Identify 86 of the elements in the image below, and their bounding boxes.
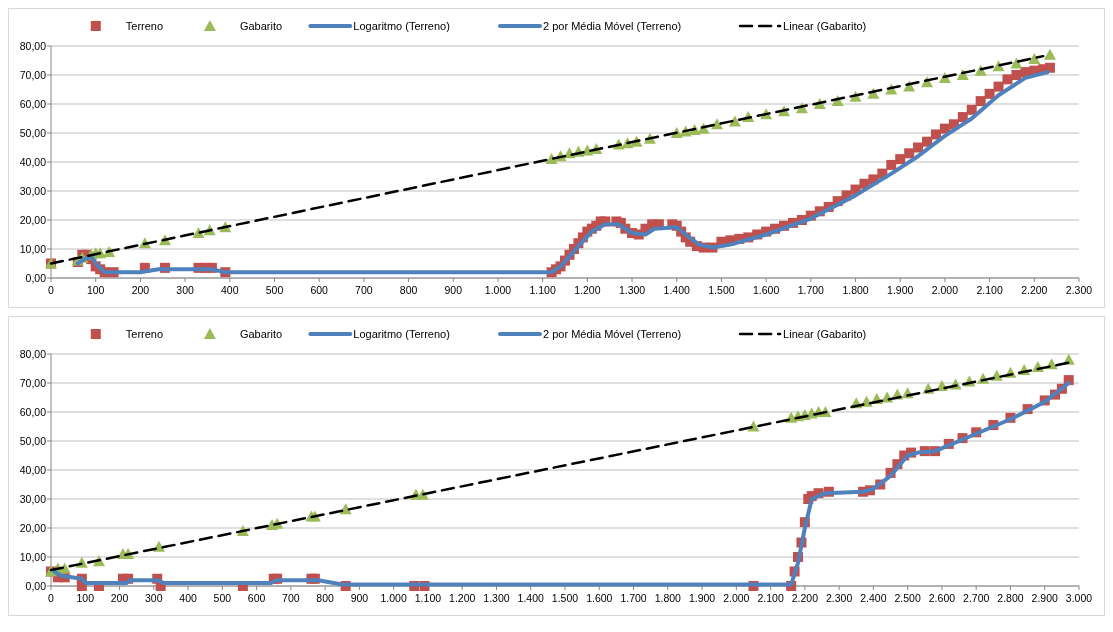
point bbox=[974, 64, 987, 76]
x-tick-label: 1.900 bbox=[887, 284, 914, 296]
x-tick-label: 2.000 bbox=[723, 592, 750, 604]
y-tick-label: 50,00 bbox=[19, 435, 47, 447]
x-tick-label: 900 bbox=[350, 592, 369, 604]
x-tick-label: 2.300 bbox=[825, 592, 853, 604]
y-tick-label: 80,00 bbox=[19, 348, 47, 360]
y-tick-label: 10,00 bbox=[19, 551, 47, 563]
x-tick-label: 0 bbox=[48, 284, 55, 296]
x-tick-label: 2.400 bbox=[860, 592, 887, 604]
x-tick-label: 400 bbox=[179, 592, 197, 604]
x-tick-label: 300 bbox=[145, 592, 163, 604]
x-tick-label: 2.300 bbox=[1065, 284, 1093, 296]
x-tick-label: 100 bbox=[76, 592, 95, 604]
x-tick-label: 1.900 bbox=[688, 592, 716, 604]
y-tick-label: 50,00 bbox=[19, 127, 47, 139]
legend-label: Terreno bbox=[125, 328, 164, 340]
x-tick-label: 1.500 bbox=[551, 592, 579, 604]
x-tick-label: 3.000 bbox=[1065, 592, 1093, 604]
x-tick-label: 2.600 bbox=[928, 592, 956, 604]
x-tick-label: 1.100 bbox=[414, 592, 442, 604]
legend-label: Logaritmo (Terreno) bbox=[353, 328, 450, 340]
x-tick-label: 2.900 bbox=[1031, 592, 1059, 604]
y-tick-label: 0,00 bbox=[25, 580, 47, 592]
x-tick-label: 1.300 bbox=[483, 592, 510, 604]
legend-label: Gabarito bbox=[239, 20, 283, 32]
x-tick-label: 200 bbox=[131, 284, 150, 296]
x-tick-label: 800 bbox=[316, 592, 335, 604]
legend-label: 2 por Média Móvel (Terreno) bbox=[543, 20, 682, 32]
x-tick-label: 2.800 bbox=[997, 592, 1024, 604]
legend-label: Logaritmo (Terreno) bbox=[353, 20, 450, 32]
y-tick-label: 70,00 bbox=[19, 377, 47, 389]
y-tick-label: 70,00 bbox=[19, 69, 47, 81]
x-tick-label: 300 bbox=[176, 284, 194, 296]
x-tick-label: 600 bbox=[310, 284, 329, 296]
x-tick-label: 600 bbox=[247, 592, 266, 604]
x-tick-label: 1.800 bbox=[654, 592, 682, 604]
legend-label: Gabarito bbox=[239, 328, 283, 340]
x-tick-label: 1.600 bbox=[586, 592, 613, 604]
x-tick-label: 1.600 bbox=[752, 284, 780, 296]
x-tick-label: 1.100 bbox=[529, 284, 556, 296]
x-tick-label: 1.200 bbox=[574, 284, 601, 296]
x-tick-label: 1.800 bbox=[842, 284, 869, 296]
legend-label: Terreno bbox=[125, 20, 164, 32]
x-tick-label: 800 bbox=[399, 284, 418, 296]
x-tick-label: 1.700 bbox=[797, 284, 825, 296]
y-tick-label: 30,00 bbox=[19, 185, 47, 197]
y-tick-label: 60,00 bbox=[19, 98, 47, 110]
x-tick-label: 1.400 bbox=[517, 592, 545, 604]
legend-label: Linear (Gabarito) bbox=[783, 328, 867, 340]
x-tick-label: 1.300 bbox=[618, 284, 646, 296]
x-tick-label: 2.000 bbox=[931, 284, 959, 296]
x-tick-label: 2.100 bbox=[976, 284, 1003, 296]
x-tick-label: 200 bbox=[110, 592, 129, 604]
point bbox=[1028, 53, 1041, 65]
x-tick-label: 400 bbox=[221, 284, 239, 296]
x-tick-label: 1.400 bbox=[663, 284, 691, 296]
point bbox=[1043, 48, 1056, 60]
x-tick-label: 900 bbox=[444, 284, 463, 296]
x-tick-label: 500 bbox=[213, 592, 232, 604]
x-tick-label: 2.700 bbox=[963, 592, 990, 604]
x-tick-label: 1.000 bbox=[380, 592, 407, 604]
y-tick-label: 40,00 bbox=[19, 464, 47, 476]
x-tick-label: 100 bbox=[86, 284, 105, 296]
x-tick-label: 500 bbox=[265, 284, 284, 296]
x-tick-label: 1.200 bbox=[449, 592, 476, 604]
x-tick-label: 700 bbox=[282, 592, 300, 604]
x-tick-label: 2.100 bbox=[757, 592, 784, 604]
x-tick-label: 2.200 bbox=[1021, 284, 1048, 296]
y-tick-label: 10,00 bbox=[19, 243, 47, 255]
x-tick-label: 1.500 bbox=[708, 284, 735, 296]
y-tick-label: 60,00 bbox=[19, 406, 47, 418]
x-tick-label: 1.700 bbox=[620, 592, 647, 604]
y-tick-label: 80,00 bbox=[19, 40, 47, 52]
y-tick-label: 20,00 bbox=[19, 214, 47, 226]
x-tick-label: 700 bbox=[355, 284, 373, 296]
x-tick-label: 1.000 bbox=[484, 284, 512, 296]
x-tick-label: 2.500 bbox=[894, 592, 921, 604]
legend-label: Linear (Gabarito) bbox=[783, 20, 867, 32]
x-tick-label: 2.200 bbox=[791, 592, 819, 604]
y-tick-label: 30,00 bbox=[19, 493, 47, 505]
x-tick-label: 0 bbox=[48, 592, 55, 604]
legend-label: 2 por Média Móvel (Terreno) bbox=[543, 328, 682, 340]
y-tick-label: 20,00 bbox=[19, 522, 47, 534]
y-tick-label: 40,00 bbox=[19, 156, 47, 168]
y-tick-label: 0,00 bbox=[25, 272, 47, 284]
